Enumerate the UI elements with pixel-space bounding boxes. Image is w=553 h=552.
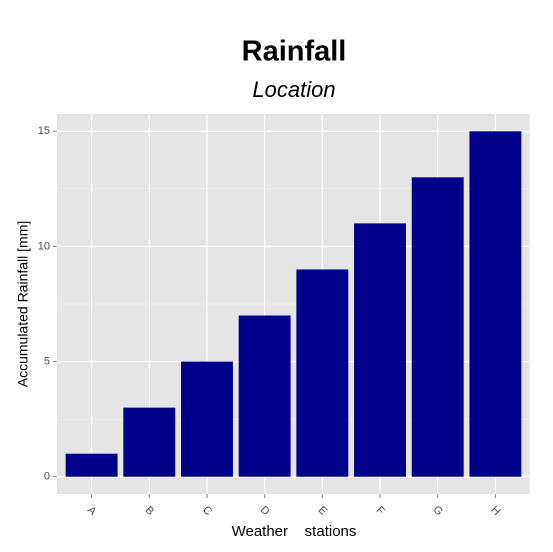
x-tick-label: F	[373, 504, 386, 517]
bar	[411, 177, 464, 477]
x-tick-label: E	[316, 504, 330, 518]
y-tick-label: 15	[38, 125, 50, 137]
bar	[296, 269, 349, 477]
bar	[469, 131, 522, 477]
x-tick-label: H	[488, 504, 502, 518]
y-tick-label: 0	[44, 471, 50, 483]
x-tick-label: G	[431, 504, 446, 519]
x-tick-label: C	[200, 504, 214, 518]
bar	[65, 453, 118, 477]
x-axis-title: Weather stations	[232, 523, 357, 540]
bar	[181, 361, 233, 477]
bar	[123, 407, 176, 477]
x-tick-label: D	[258, 504, 272, 518]
chart-title: Rainfall	[242, 36, 347, 68]
x-tick-label: B	[143, 504, 157, 518]
bar	[354, 223, 406, 477]
y-axis-title: Accumulated Rainfall [mm]	[15, 221, 31, 388]
bar	[238, 315, 291, 477]
x-tick-label: A	[85, 504, 99, 518]
y-tick-label: 5	[44, 355, 50, 367]
chart-subtitle: Location	[252, 77, 335, 102]
y-tick-label: 10	[38, 240, 50, 252]
